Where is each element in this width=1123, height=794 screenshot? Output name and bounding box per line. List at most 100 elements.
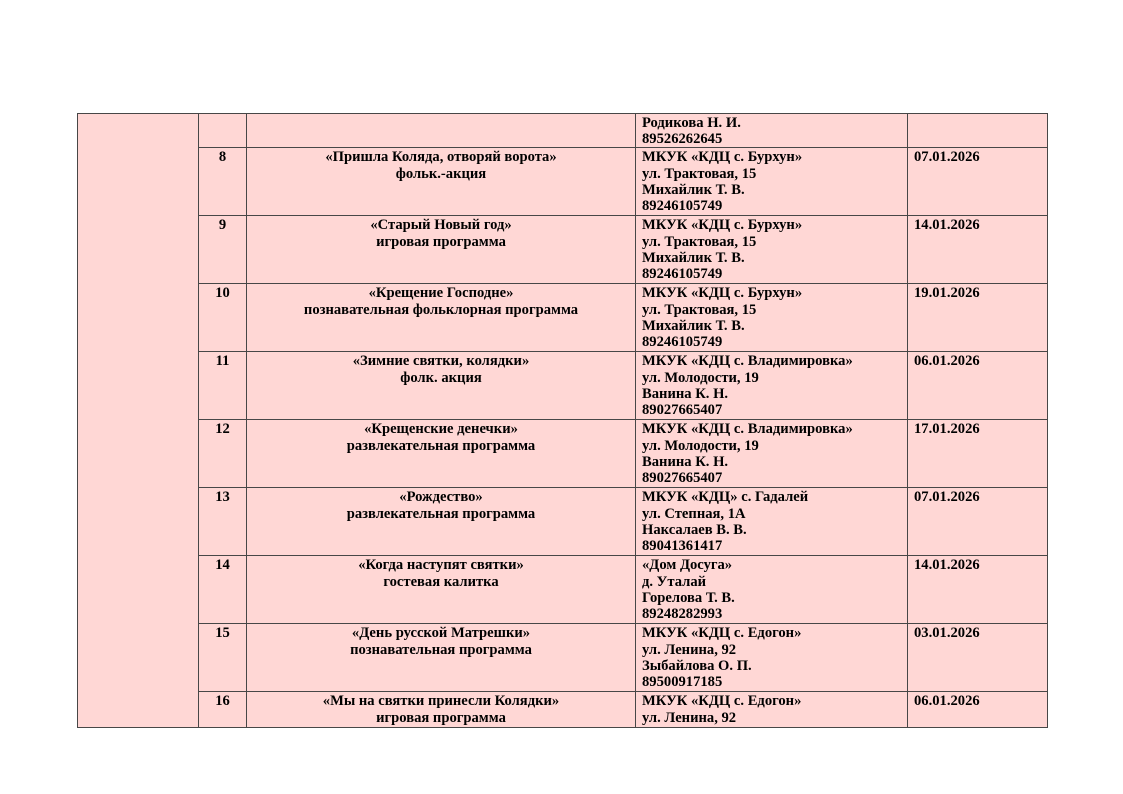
venue-line: Наксалаев В. В. bbox=[642, 521, 747, 538]
event-title: «Когда наступят святки» bbox=[358, 557, 524, 574]
venue-line: Михайлик Т. В. bbox=[642, 249, 745, 266]
venue-line: Горелова Т. В. bbox=[642, 589, 735, 606]
row-number-cell: 14 bbox=[198, 555, 247, 625]
event-cell: «Зимние святки, колядки» фолк. акция bbox=[246, 351, 636, 421]
event-title: «Старый Новый год» bbox=[370, 217, 512, 234]
table-row: 10 «Крещение Господне» познавательная фо… bbox=[78, 283, 1048, 353]
events-schedule-table: Родикова Н. И. 89526262645 8 «Пришла Кол… bbox=[77, 112, 1048, 729]
venue-cell: МКУК «КДЦ» с. Гадалей ул. Степная, 1А На… bbox=[635, 487, 908, 557]
date-cell: 17.01.2026 bbox=[907, 419, 1048, 489]
venue-line: Ванина К. Н. bbox=[642, 385, 729, 402]
date-cell: 03.01.2026 bbox=[907, 623, 1048, 693]
venue-line: МКУК «КДЦ с. Бурхун» bbox=[642, 149, 803, 166]
date-cell: 06.01.2026 bbox=[907, 351, 1048, 421]
venue-line: Ванина К. Н. bbox=[642, 453, 729, 470]
venue-cell: МКУК «КДЦ с. Владимировка» ул. Молодости… bbox=[635, 351, 908, 421]
venue-line: МКУК «КДЦ с. Едогон» bbox=[642, 693, 802, 710]
table-row: 13 «Рождество» развлекательная программа… bbox=[78, 487, 1048, 557]
row-number-cell: 15 bbox=[198, 623, 247, 693]
event-cell: «Крещение Господне» познавательная фольк… bbox=[246, 283, 636, 353]
table-row-continuation: Родикова Н. И. 89526262645 bbox=[77, 112, 1048, 729]
venue-line: МКУК «КДЦ с. Владимировка» bbox=[642, 353, 853, 370]
venue-cell: МКУК «КДЦ с. Владимировка» ул. Молодости… bbox=[635, 419, 908, 489]
event-genre: фольк.-акция bbox=[395, 165, 487, 182]
event-cell: «День русской Матрешки» познавательная п… bbox=[246, 623, 636, 693]
venue-line: МКУК «КДЦ с. Бурхун» bbox=[642, 285, 803, 302]
venue-cell: «Дом Досуга» д. Уталай Горелова Т. В. 89… bbox=[635, 555, 908, 625]
venue-line: ул. Ленина, 92 bbox=[642, 641, 737, 658]
row-number-cell bbox=[198, 112, 247, 149]
event-genre: познавательная программа bbox=[350, 641, 532, 658]
event-genre: развлекательная программа bbox=[346, 505, 536, 522]
venue-line: д. Уталай bbox=[642, 573, 707, 590]
date-cell bbox=[907, 112, 1048, 149]
date-cell: 07.01.2026 bbox=[907, 487, 1048, 557]
date-cell: 07.01.2026 bbox=[907, 147, 1048, 217]
venue-line: ул. Трактовая, 15 bbox=[642, 165, 757, 182]
event-cell: «Рождество» развлекательная программа bbox=[246, 487, 636, 557]
venue-line: 89027665407 bbox=[642, 402, 723, 419]
event-cell: «Когда наступят святки» гостевая калитка bbox=[246, 555, 636, 625]
date-cell: 14.01.2026 bbox=[907, 555, 1048, 625]
event-title: «Пришла Коляда, отворяй ворота» bbox=[325, 149, 557, 166]
venue-cell: МКУК «КДЦ с. Бурхун» ул. Трактовая, 15 М… bbox=[635, 215, 908, 285]
event-cell: «Мы на святки принесли Колядки» игровая … bbox=[246, 691, 636, 729]
period-spanner-cell bbox=[77, 112, 199, 729]
row-number-cell: 11 bbox=[198, 351, 247, 421]
table-row: 14 «Когда наступят святки» гостевая кали… bbox=[78, 555, 1048, 625]
event-genre: фолк. акция bbox=[400, 369, 482, 386]
table-row: 9 «Старый Новый год» игровая программа М… bbox=[78, 215, 1048, 285]
event-cell: «Крещенские денечки» развлекательная про… bbox=[246, 419, 636, 489]
event-title: «Зимние святки, колядки» bbox=[352, 353, 530, 370]
event-genre: развлекательная программа bbox=[346, 437, 536, 454]
venue-line: 89041361417 bbox=[642, 538, 723, 555]
event-title: «Крещение Господне» bbox=[368, 285, 514, 302]
venue-line: 89246105749 bbox=[642, 334, 723, 351]
table-row: 12 «Крещенские денечки» развлекательная … bbox=[78, 419, 1048, 489]
event-title: «Мы на святки принесли Колядки» bbox=[322, 693, 560, 710]
event-genre: познавательная фольклорная программа bbox=[303, 301, 579, 318]
table-row: 11 «Зимние святки, колядки» фолк. акция … bbox=[78, 351, 1048, 421]
venue-line: ул. Молодости, 19 bbox=[642, 437, 759, 454]
venue-line: 89526262645 bbox=[642, 131, 723, 148]
date-cell: 14.01.2026 bbox=[907, 215, 1048, 285]
row-number-cell: 16 bbox=[198, 691, 247, 729]
venue-cell: Родикова Н. И. 89526262645 bbox=[635, 112, 908, 149]
table-row-cutoff: 16 «Мы на святки принесли Колядки» игров… bbox=[78, 691, 1048, 729]
event-genre: игровая программа bbox=[376, 709, 506, 726]
venue-line: МКУК «КДЦ» с. Гадалей bbox=[642, 489, 809, 506]
venue-line: 89246105749 bbox=[642, 266, 723, 283]
venue-line: ул. Трактовая, 15 bbox=[642, 233, 757, 250]
venue-cell: МКУК «КДЦ с. Едогон» ул. Ленина, 92 Зыба… bbox=[635, 623, 908, 693]
date-cell: 06.01.2026 bbox=[907, 691, 1048, 729]
venue-line: ул. Ленина, 92 bbox=[642, 709, 737, 726]
venue-line: 89500917185 bbox=[642, 674, 723, 691]
event-title: «Рождество» bbox=[399, 489, 483, 506]
venue-line: «Дом Досуга» bbox=[642, 557, 733, 574]
venue-line: МКУК «КДЦ с. Бурхун» bbox=[642, 217, 803, 234]
venue-line: ул. Степная, 1А bbox=[642, 505, 746, 522]
event-cell bbox=[246, 112, 636, 149]
row-number-cell: 8 bbox=[198, 147, 247, 217]
venue-line: Родикова Н. И. bbox=[642, 115, 741, 131]
venue-line: Михайлик Т. В. bbox=[642, 317, 745, 334]
row-number-cell: 13 bbox=[198, 487, 247, 557]
venue-line: Зыбайлова О. П. bbox=[642, 657, 752, 674]
venue-line: 89248282993 bbox=[642, 606, 723, 623]
venue-line: 89246105749 bbox=[642, 198, 723, 215]
venue-line: МКУК «КДЦ с. Владимировка» bbox=[642, 421, 853, 438]
venue-cell: МКУК «КДЦ с. Едогон» ул. Ленина, 92 bbox=[635, 691, 908, 729]
table-row: 15 «День русской Матрешки» познавательна… bbox=[78, 623, 1048, 693]
row-number-cell: 12 bbox=[198, 419, 247, 489]
venue-line: ул. Молодости, 19 bbox=[642, 369, 759, 386]
event-genre: игровая программа bbox=[376, 233, 506, 250]
event-genre: гостевая калитка bbox=[383, 573, 499, 590]
row-number-cell: 9 bbox=[198, 215, 247, 285]
venue-line: 89027665407 bbox=[642, 470, 723, 487]
venue-cell: МКУК «КДЦ с. Бурхун» ул. Трактовая, 15 М… bbox=[635, 147, 908, 217]
row-number-cell: 10 bbox=[198, 283, 247, 353]
event-cell: «Старый Новый год» игровая программа bbox=[246, 215, 636, 285]
table-row: 8 «Пришла Коляда, отворяй ворота» фольк.… bbox=[78, 147, 1048, 217]
event-cell: «Пришла Коляда, отворяй ворота» фольк.-а… bbox=[246, 147, 636, 217]
